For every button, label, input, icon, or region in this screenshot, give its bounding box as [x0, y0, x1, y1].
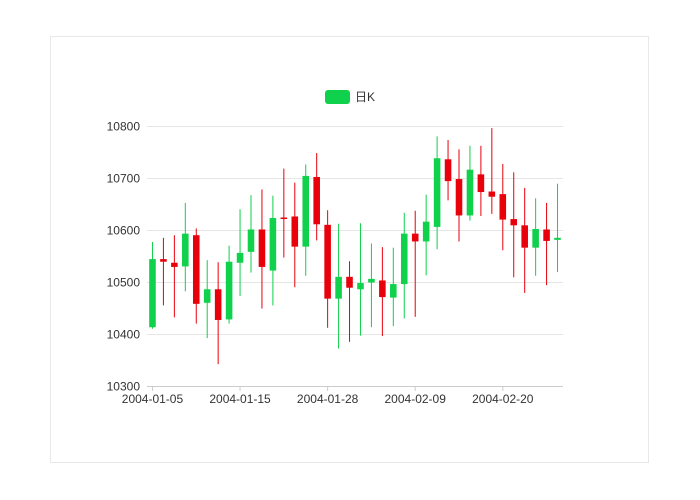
candle-body — [280, 217, 288, 220]
candle-body — [390, 284, 397, 298]
y-tick-label: 10400 — [107, 328, 141, 342]
candle-body — [379, 280, 386, 298]
legend-swatch — [325, 90, 350, 104]
candle-body — [160, 259, 167, 262]
y-tick-label: 10300 — [107, 380, 141, 394]
candle-body — [192, 235, 200, 304]
candle-body — [258, 229, 266, 267]
candle-body — [521, 225, 528, 248]
x-tick-label: 2004-02-20 — [472, 392, 534, 406]
candle-body — [324, 224, 331, 299]
candle-body — [247, 229, 255, 252]
candle-body — [433, 158, 441, 227]
candle-body — [269, 218, 277, 271]
x-tick-label: 2004-01-15 — [209, 392, 271, 406]
candle-body — [149, 259, 156, 328]
y-tick-label: 10600 — [107, 224, 141, 238]
candle-body — [422, 221, 430, 242]
y-tick-label: 10700 — [107, 172, 141, 186]
candle-body — [554, 237, 561, 240]
y-tick-label: 10800 — [107, 120, 141, 134]
candle-body — [214, 289, 222, 320]
candle-body — [368, 278, 375, 283]
candle-body — [291, 216, 299, 247]
candle-body — [444, 159, 452, 182]
candle-body — [313, 176, 320, 225]
candle-body — [499, 194, 507, 220]
candle-body — [171, 262, 178, 267]
x-tick-label: 2004-01-28 — [297, 392, 359, 406]
candle-body — [335, 276, 342, 299]
candle-body — [411, 233, 419, 242]
chart-card — [50, 36, 649, 463]
candle-body — [302, 175, 310, 247]
candle-body — [477, 174, 485, 193]
candle-body — [236, 252, 244, 263]
candle-body — [466, 169, 474, 216]
candle-body — [455, 179, 463, 216]
candle-body — [225, 261, 233, 320]
candle-body — [357, 283, 364, 290]
legend-label: 日K — [355, 90, 376, 104]
candle-body — [203, 289, 211, 303]
candle-body — [182, 233, 189, 267]
candle-body — [488, 191, 496, 197]
x-tick-label: 2004-01-05 — [122, 392, 184, 406]
candle-body — [400, 233, 408, 285]
candle-body — [510, 219, 518, 226]
candle-body — [346, 276, 353, 288]
candle-body — [532, 228, 539, 248]
chart-legend[interactable]: 日K — [325, 89, 375, 105]
x-tick-label: 2004-02-09 — [385, 392, 447, 406]
candle-body — [543, 229, 550, 241]
y-tick-label: 10500 — [107, 276, 141, 290]
